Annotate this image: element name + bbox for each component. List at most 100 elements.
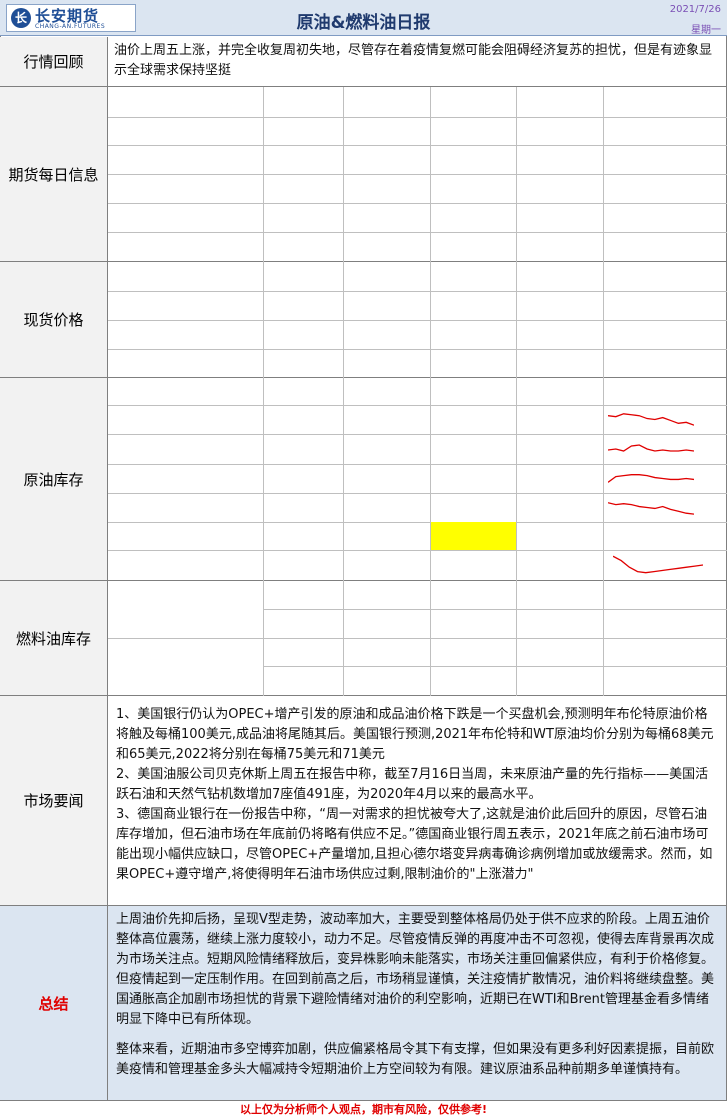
inventory-item-name xyxy=(108,464,263,493)
report-header: 长 长安期货 CHANG-AN.FUTURES 原油&燃料油日报 2021/7/… xyxy=(0,0,727,36)
trend-sparkline xyxy=(608,444,694,452)
futures-open-interest xyxy=(516,117,603,145)
futures-header-cell xyxy=(603,87,727,117)
spot-price-day2 xyxy=(430,291,516,320)
futures-daily-oi-change xyxy=(603,117,727,145)
inventory-value-week2 xyxy=(430,493,516,522)
inventory-weekly-change xyxy=(516,493,603,522)
grid-line xyxy=(516,378,517,581)
inventory-value-week1 xyxy=(343,434,430,464)
company-logo: 长 长安期货 CHANG-AN.FUTURES xyxy=(6,4,136,32)
fuel-inventory-region-name xyxy=(108,581,263,638)
futures-header-cell xyxy=(516,87,603,117)
fuel-inventory-weekly-change-pct xyxy=(603,609,727,638)
futures-contract-name xyxy=(108,117,263,145)
spot-unit xyxy=(263,320,343,349)
grid-line xyxy=(108,320,727,321)
spot-product-name xyxy=(108,349,263,378)
grid-line xyxy=(263,378,264,581)
futures-close-price xyxy=(343,145,430,174)
futures-unit xyxy=(263,232,343,262)
spot-unit xyxy=(263,349,343,378)
inventory-value-week1 xyxy=(343,464,430,493)
spot-header-cell xyxy=(343,262,430,291)
section-label-review: 行情回顾 xyxy=(0,37,108,87)
logo-chinese-name: 长安期货 xyxy=(35,7,100,25)
inventory-table xyxy=(108,378,727,581)
grid-line xyxy=(108,405,727,406)
sparkline-path xyxy=(613,555,703,574)
rig-count-unit xyxy=(263,550,343,581)
sparkline-path xyxy=(608,502,694,515)
inventory-item-name xyxy=(108,405,263,434)
futures-close-price xyxy=(343,174,430,203)
fuel-inventory-header-cell xyxy=(343,581,430,609)
futures-close-price xyxy=(343,203,430,232)
section-label-fuel-inventory: 燃料油库存 xyxy=(0,581,108,696)
futures-header-cell xyxy=(343,87,430,117)
futures-change-pct xyxy=(430,174,516,203)
spot-price-day2 xyxy=(430,320,516,349)
futures-open-interest xyxy=(516,174,603,203)
inventory-header-cell xyxy=(603,378,727,405)
inventory-header-cell xyxy=(430,378,516,405)
review-text: 油价上周五上涨，并完全收复周初失地，尽管存在着疫情复燃可能会阻碍经济复苏的担忧，… xyxy=(114,43,713,78)
report-date: 2021/7/26 xyxy=(669,4,721,15)
inventory-unit xyxy=(263,464,343,493)
futures-daily-oi-change xyxy=(603,203,727,232)
rig-count-week1 xyxy=(343,550,430,581)
futures-close-price xyxy=(343,232,430,262)
spot-unit xyxy=(263,291,343,320)
review-section: 油价上周五上涨，并完全收复周初失地，尽管存在着疫情复燃可能会阻碍经济复苏的担忧，… xyxy=(108,37,727,87)
inventory-header-cell xyxy=(516,378,603,405)
grid-line xyxy=(343,378,344,581)
futures-change-pct xyxy=(430,232,516,262)
fuel-inventory-region-name xyxy=(108,638,263,695)
grid-line xyxy=(430,581,431,696)
rig-count-change xyxy=(516,550,603,581)
futures-contract-name xyxy=(108,232,263,262)
grid-line xyxy=(108,174,727,175)
futures-change-pct xyxy=(430,145,516,174)
fuel-inventory-value-week2 xyxy=(430,666,516,695)
grid-line xyxy=(108,291,727,292)
disclaimer-footer: 以上仅为分析师个人观点，期市有风险，仅供参考! xyxy=(0,1100,727,1118)
futures-unit xyxy=(263,145,343,174)
grid-line xyxy=(263,87,264,262)
trend-sparkline xyxy=(608,502,694,515)
spot-change-pct xyxy=(603,320,727,349)
rig-header-cell xyxy=(343,522,430,550)
grid-line xyxy=(603,581,604,696)
news-text: 1、美国银行仍认为OPEC+增产引发的原油和成品油价格下跌是一个买盘机会,预测明… xyxy=(116,707,714,882)
report-weekday: 星期一 xyxy=(691,25,721,36)
spot-price-day2 xyxy=(430,349,516,378)
fuel-inventory-unit xyxy=(263,609,343,638)
grid-line xyxy=(108,349,727,350)
futures-daily-oi-change xyxy=(603,174,727,203)
fuel-inventory-weekly-change-pct xyxy=(603,666,727,695)
grid-line xyxy=(108,145,727,146)
grid-line xyxy=(263,609,727,610)
grid-line xyxy=(108,464,727,465)
inventory-header-cell xyxy=(343,378,430,405)
futures-contract-name xyxy=(108,203,263,232)
spot-change-pct xyxy=(603,349,727,378)
futures-unit xyxy=(263,203,343,232)
grid-line xyxy=(603,87,604,262)
spot-header-cell xyxy=(516,262,603,291)
futures-header-cell xyxy=(263,87,343,117)
spot-price-day1 xyxy=(343,349,430,378)
inventory-unit xyxy=(263,405,343,434)
grid-line xyxy=(430,262,431,378)
grid-line xyxy=(108,434,727,435)
futures-daily-oi-change xyxy=(603,145,727,174)
spot-price-day1 xyxy=(343,291,430,320)
rig-header-cell xyxy=(430,522,516,550)
fuel-inventory-header-cell xyxy=(603,638,727,666)
futures-change-pct xyxy=(430,117,516,145)
grid-line xyxy=(263,666,727,667)
trend-sparkline xyxy=(613,555,703,574)
grid-line xyxy=(108,117,727,118)
inventory-item-name xyxy=(108,493,263,522)
inventory-unit xyxy=(263,434,343,464)
